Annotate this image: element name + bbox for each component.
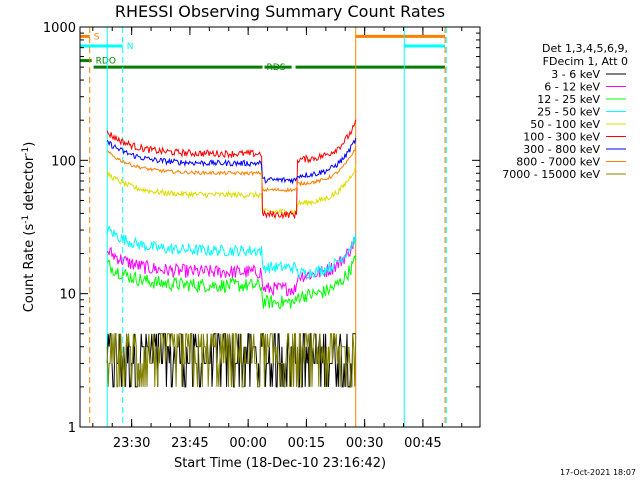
timestamp: 17-Oct-2021 18:07 — [560, 468, 636, 477]
legend-label: 300 - 800 keV — [523, 143, 600, 156]
y-axis-label-sup1: -1 — [21, 215, 31, 224]
legend-header-1: Det 1,3,4,5,6,9, — [542, 42, 628, 55]
series-line — [106, 333, 357, 388]
legend-label: 3 - 6 keV — [551, 68, 600, 81]
y-axis-label-main: Count Rate (s — [22, 224, 37, 313]
series-line — [106, 137, 357, 185]
y-axis-label-mid: detector — [22, 155, 37, 215]
x-axis-label: Start Time (18-Dec-10 23:16:42) — [174, 456, 386, 471]
y-axis-label: Count Rate (s-1 detector-1) — [21, 142, 37, 313]
series-line — [106, 236, 357, 297]
series-line — [106, 164, 357, 216]
x-tick-label: 00:15 — [288, 436, 325, 451]
flag-bars-layer: S N RDO RDS — [80, 32, 446, 73]
x-tick-label: 00:00 — [229, 436, 266, 451]
flag-label: RDO — [96, 57, 116, 67]
y-axis-label-end: ) — [22, 142, 37, 147]
y-axis-label-sup2: -1 — [21, 147, 31, 156]
axis-ticks-layer: 1 10 100 1000 23:30 23:45 00:00 00:15 00:30 00:45 — [43, 21, 480, 451]
plot-frame — [79, 26, 481, 428]
series-line — [106, 225, 357, 279]
chart-title: RHESSI Observing Summary Count Rates — [115, 2, 445, 21]
flag-label: S — [94, 32, 100, 42]
x-tick-label: 00:45 — [404, 436, 441, 451]
legend-label: 800 - 7000 keV — [516, 156, 600, 169]
x-tick-label: 23:45 — [171, 436, 208, 451]
series-line — [106, 119, 357, 220]
legend-label: 50 - 100 keV — [530, 118, 600, 131]
legend: Det 1,3,4,5,6,9, FDecim 1, Att 0 3 - 6 k… — [502, 42, 628, 181]
legend-label: 100 - 300 keV — [523, 131, 600, 144]
x-tick-label: 23:30 — [113, 436, 150, 451]
y-tick-label: 1000 — [43, 21, 76, 36]
y-tick-label: 1 — [68, 421, 76, 436]
flag-label: N — [127, 42, 134, 52]
series-line — [107, 145, 357, 193]
legend-header-2: FDecim 1, Att 0 — [543, 55, 628, 68]
x-tick-label: 00:30 — [346, 436, 383, 451]
legend-label: 25 - 50 keV — [537, 106, 600, 119]
plot-area: S N RDO RDS 1 10 100 1000 23:30 23:45 00:00 00:15 0… — [43, 21, 481, 451]
series-layer — [106, 119, 357, 388]
y-tick-label: 10 — [59, 288, 76, 303]
legend-label: 6 - 12 keV — [544, 81, 600, 94]
legend-label: 7000 - 15000 keV — [502, 168, 600, 181]
legend-label: 12 - 25 keV — [537, 93, 600, 106]
y-tick-label: 100 — [51, 154, 76, 169]
flag-label: RDS — [267, 63, 286, 73]
series-line — [106, 255, 357, 310]
